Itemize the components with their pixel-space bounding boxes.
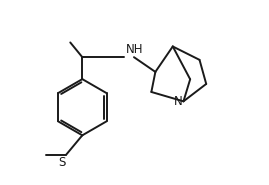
Text: S: S [58,156,65,169]
Text: N: N [174,95,182,108]
Text: NH: NH [125,43,143,56]
